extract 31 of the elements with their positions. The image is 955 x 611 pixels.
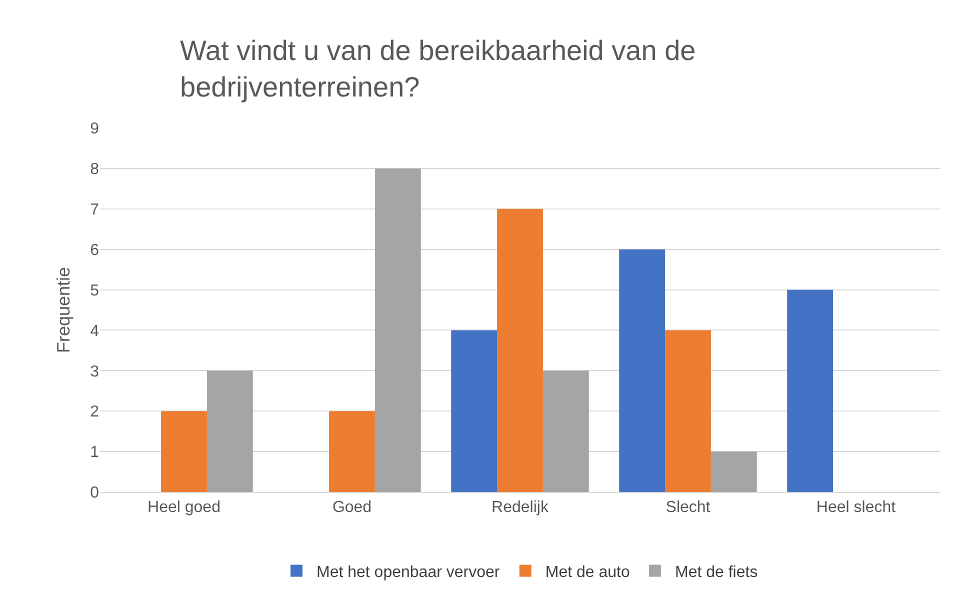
bar	[665, 330, 711, 492]
y-tick-label: 2	[90, 404, 100, 421]
x-tick-label: Heel goed	[148, 499, 220, 516]
y-tick-label: 8	[90, 161, 100, 178]
bar	[329, 411, 375, 492]
y-tick-label: 9	[90, 120, 100, 138]
y-tick-label: 1	[90, 444, 100, 462]
x-tick-label: Slecht	[666, 499, 711, 516]
legend-label: Met de auto	[545, 564, 630, 582]
x-tick-label: Goed	[332, 499, 372, 516]
bar	[497, 208, 543, 492]
y-tick-label: 4	[90, 322, 100, 340]
bar	[206, 370, 253, 492]
bar	[451, 330, 498, 492]
bar	[619, 249, 666, 492]
x-tick-label: Heel slecht	[816, 499, 896, 516]
y-tick-label: 5	[90, 282, 100, 300]
bar	[787, 290, 834, 492]
bar	[161, 411, 207, 492]
y-tick-label: 0	[90, 484, 100, 502]
bar	[542, 370, 589, 492]
bar	[374, 168, 421, 492]
legend-label: Met de fiets	[674, 564, 758, 582]
y-axis-title: Frequentie	[53, 266, 74, 354]
legend-label: Met het openbaar vervoer	[316, 564, 500, 582]
chart-title: Wat vindt u van de bereikbaarheid van de bedrijventerreinen?	[180, 35, 696, 102]
y-tick-label: 3	[90, 363, 100, 380]
bar	[710, 452, 757, 492]
y-tick-label: 7	[90, 201, 100, 218]
x-tick-label: Redelijk	[492, 499, 550, 516]
y-tick-label: 6	[90, 242, 100, 259]
